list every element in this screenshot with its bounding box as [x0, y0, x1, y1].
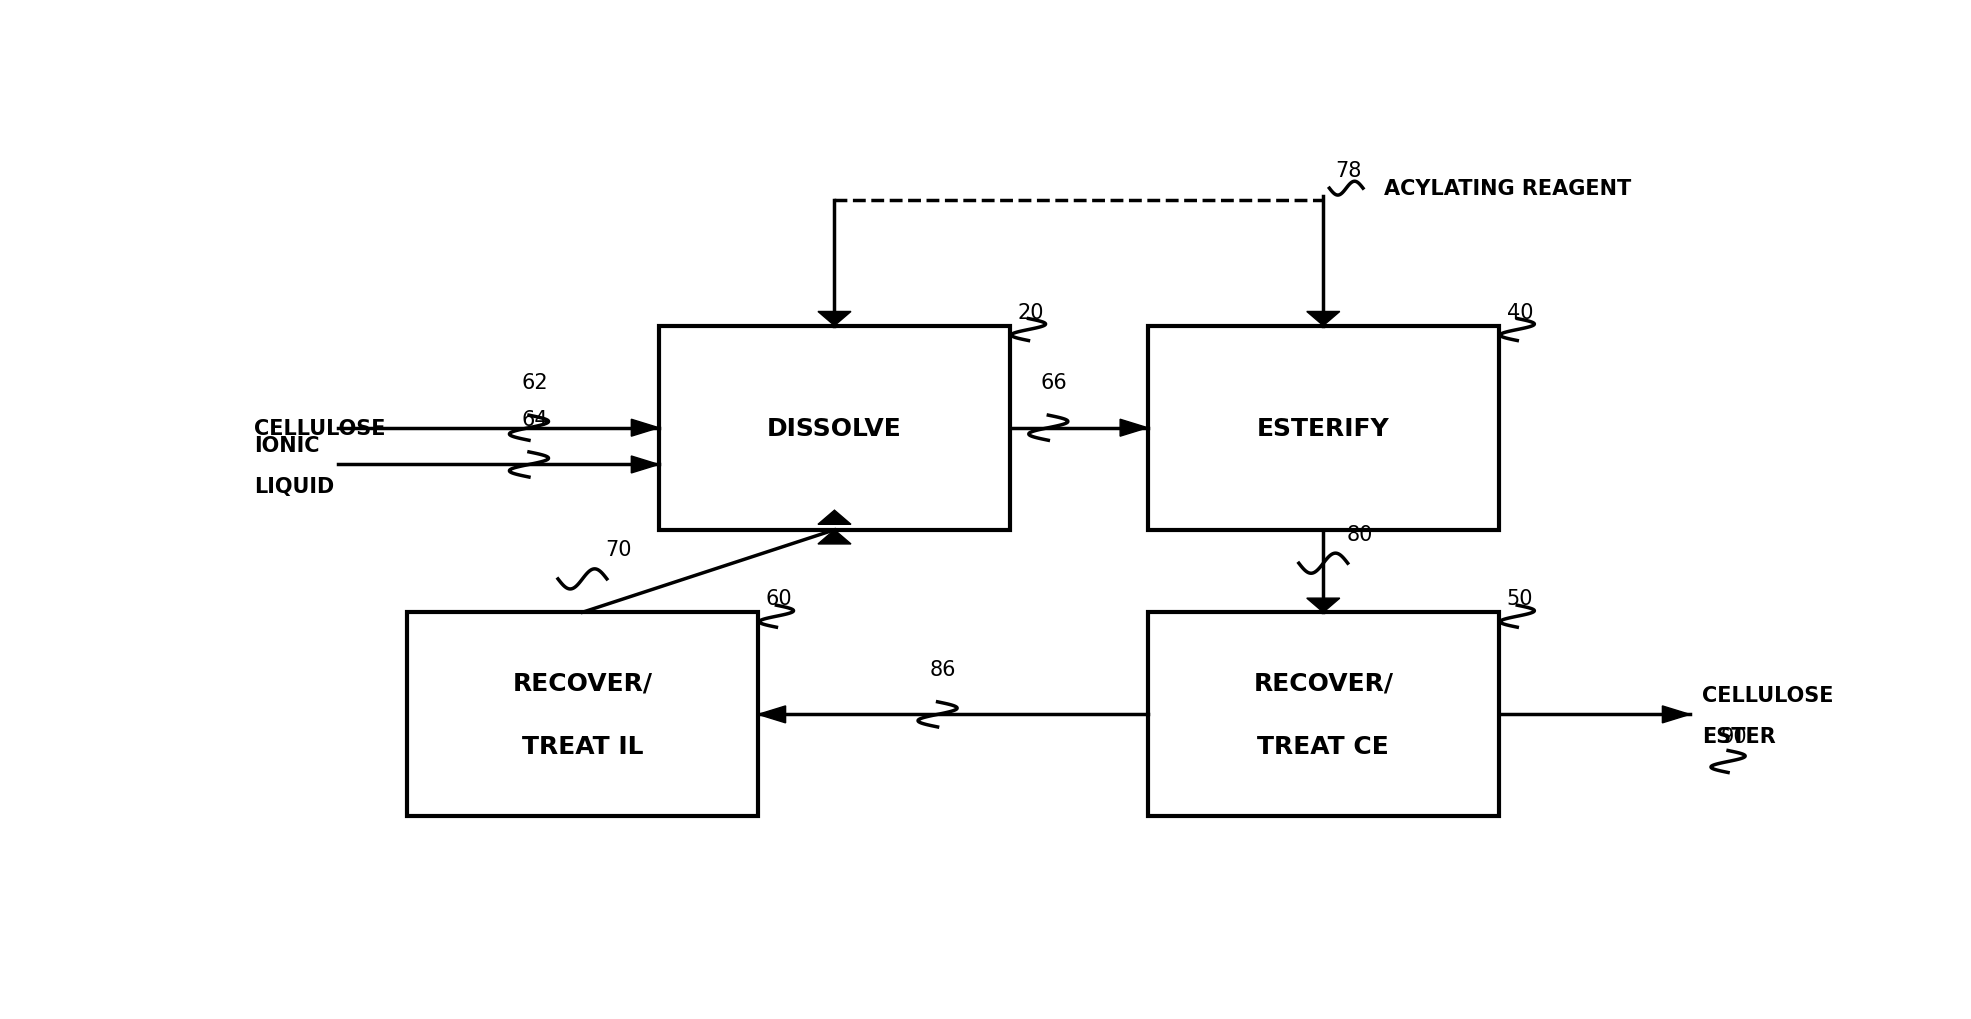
- Polygon shape: [1307, 312, 1340, 326]
- Polygon shape: [759, 706, 786, 723]
- Text: RECOVER/: RECOVER/: [1254, 672, 1393, 695]
- Text: 20: 20: [1017, 303, 1045, 322]
- Text: DISSOLVE: DISSOLVE: [767, 417, 903, 440]
- Text: LIQUID: LIQUID: [254, 477, 335, 497]
- Text: 60: 60: [765, 589, 792, 608]
- Text: 40: 40: [1506, 303, 1533, 322]
- Text: 78: 78: [1336, 161, 1362, 181]
- Text: ESTERIFY: ESTERIFY: [1257, 417, 1390, 440]
- Bar: [1147, 326, 1498, 530]
- Polygon shape: [1662, 706, 1689, 723]
- Polygon shape: [631, 420, 658, 437]
- Polygon shape: [818, 530, 851, 544]
- Polygon shape: [1307, 598, 1340, 612]
- Text: ESTER: ESTER: [1703, 727, 1776, 747]
- Polygon shape: [818, 312, 851, 326]
- Text: CELLULOSE: CELLULOSE: [254, 418, 386, 438]
- Text: 62: 62: [520, 373, 548, 393]
- Text: 86: 86: [930, 659, 956, 680]
- Text: CELLULOSE: CELLULOSE: [1703, 685, 1833, 705]
- Polygon shape: [1120, 420, 1147, 437]
- Bar: [658, 326, 1009, 530]
- Polygon shape: [631, 457, 658, 474]
- Text: 66: 66: [1041, 373, 1068, 393]
- Text: IONIC: IONIC: [254, 435, 319, 455]
- Polygon shape: [818, 511, 851, 525]
- Text: 64: 64: [520, 410, 548, 430]
- Text: TREAT IL: TREAT IL: [522, 734, 643, 758]
- Text: 70: 70: [605, 540, 633, 559]
- Text: RECOVER/: RECOVER/: [512, 672, 652, 695]
- Text: 90: 90: [1721, 727, 1746, 746]
- Bar: [406, 612, 759, 816]
- Text: 80: 80: [1346, 524, 1372, 544]
- Text: 50: 50: [1506, 589, 1533, 608]
- Bar: [1147, 612, 1498, 816]
- Text: TREAT CE: TREAT CE: [1257, 734, 1390, 758]
- Text: ACYLATING REAGENT: ACYLATING REAGENT: [1384, 179, 1632, 199]
